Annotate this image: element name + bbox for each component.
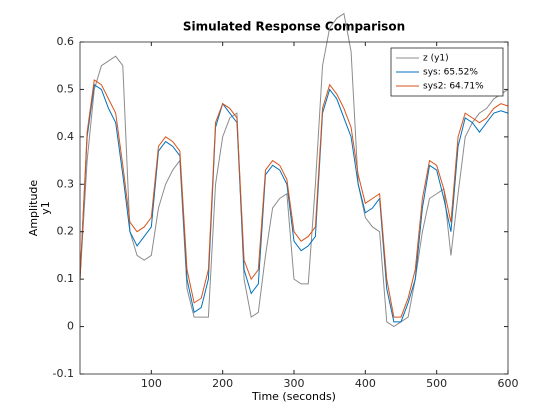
y-axis-label: Amplitude: [27, 180, 40, 237]
legend: z (y1) sys: 65.52% sys2: 64.71%: [390, 47, 504, 97]
x-tick-label: 600: [498, 377, 519, 390]
x-tick-label: 200: [212, 377, 233, 390]
series-line: [79, 83, 509, 323]
y-tick-label: 0.6: [57, 35, 75, 48]
y-tick-label: 0.3: [57, 177, 75, 190]
y-tick-label: 0.2: [57, 225, 75, 238]
y-tick-label: 0: [67, 320, 74, 333]
x-tick-label: 100: [141, 377, 162, 390]
y-tick-label: -0.1: [53, 367, 74, 380]
x-tick-label: 400: [355, 377, 376, 390]
y-tick-label: 0.1: [57, 272, 75, 285]
y-tick-label: 0.5: [57, 82, 75, 95]
x-axis-label: Time (seconds): [251, 390, 336, 403]
series-line: [79, 12, 509, 328]
legend-label: sys: 65.52%: [423, 68, 478, 78]
series-line: [79, 79, 509, 318]
x-tick-label: 300: [284, 377, 305, 390]
legend-label: sys2: 64.71%: [423, 82, 484, 92]
plot-area: [80, 42, 508, 374]
y-tick-label: 0.4: [57, 130, 75, 143]
legend-label: z (y1): [423, 54, 449, 64]
x-tick-label: 500: [426, 377, 447, 390]
y-axis-sublabel: y1: [39, 201, 52, 215]
chart-title: Simulated Response Comparison: [183, 20, 405, 34]
